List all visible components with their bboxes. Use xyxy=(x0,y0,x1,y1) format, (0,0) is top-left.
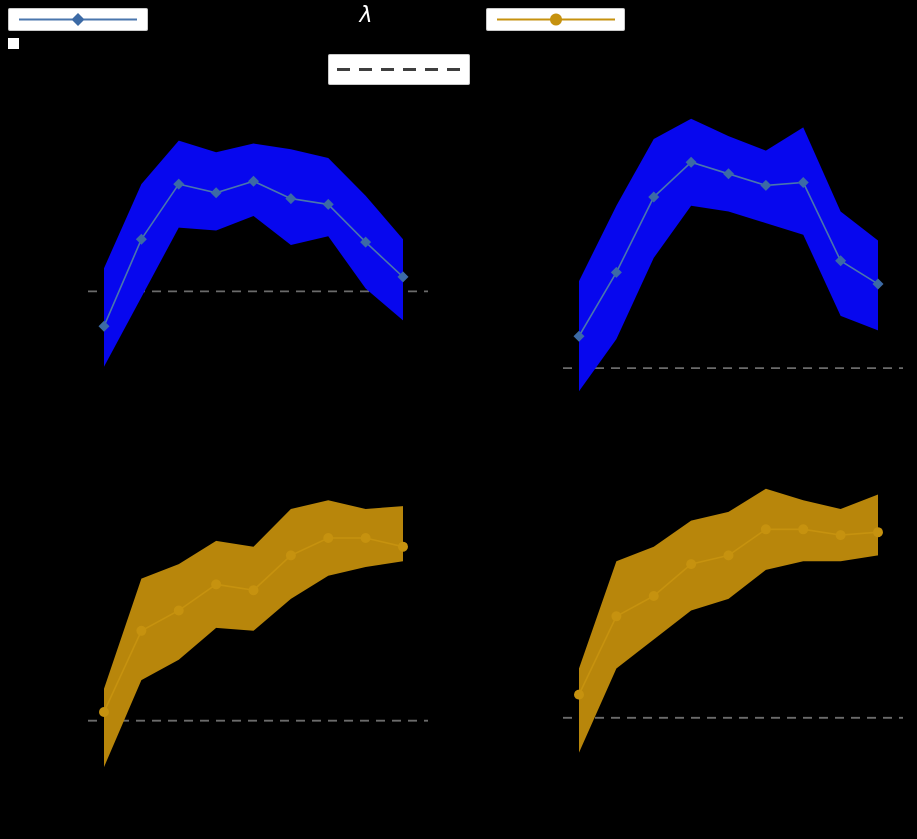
confidence-band xyxy=(579,118,878,392)
data-point-marker xyxy=(797,177,809,188)
data-point-marker xyxy=(210,187,222,199)
legend-circle-marker xyxy=(549,13,562,26)
data-point-marker xyxy=(322,198,334,210)
legend-entry-blue xyxy=(8,8,148,31)
data-point-marker xyxy=(610,266,622,278)
data-point-marker xyxy=(648,591,659,601)
legend-sample-blue-line-diamond xyxy=(19,13,137,26)
data-point-marker xyxy=(173,605,184,616)
data-point-marker xyxy=(723,550,734,561)
data-point-marker xyxy=(248,175,259,187)
data-point-marker xyxy=(760,179,772,191)
data-point-marker xyxy=(173,178,185,190)
legend-sample-dashed-line xyxy=(337,68,461,71)
data-point-marker xyxy=(285,550,296,561)
subplot-top-right xyxy=(563,118,903,392)
legend-sample-gold-line-circle xyxy=(496,13,615,26)
confidence-band xyxy=(104,140,403,367)
data-point-marker xyxy=(723,168,734,180)
data-point-marker xyxy=(136,625,147,636)
data-point-marker xyxy=(685,156,697,168)
data-point-marker xyxy=(873,527,883,538)
legend-entry-dashed xyxy=(328,54,470,85)
data-point-marker xyxy=(611,611,622,622)
data-point-marker xyxy=(135,233,147,245)
subplot-bottom-left xyxy=(88,500,428,768)
legend-diamond-marker xyxy=(71,13,85,26)
data-point-marker xyxy=(285,193,297,205)
data-point-marker xyxy=(248,585,259,596)
confidence-band xyxy=(104,500,403,768)
data-point-marker xyxy=(397,271,409,283)
data-point-marker xyxy=(686,559,697,570)
confidence-band xyxy=(579,488,878,753)
subplot-bottom-right xyxy=(563,488,903,753)
data-point-marker xyxy=(99,707,109,717)
data-point-marker xyxy=(323,533,334,543)
data-point-marker xyxy=(398,541,408,552)
data-point-marker xyxy=(574,689,584,700)
legend-fragment-square xyxy=(8,38,19,49)
data-point-marker xyxy=(872,278,884,290)
data-point-marker xyxy=(360,533,371,543)
subplot-top-left xyxy=(88,140,428,367)
data-point-marker xyxy=(648,191,660,203)
data-point-marker xyxy=(573,330,585,342)
legend-entry-gold xyxy=(486,8,625,31)
data-point-marker xyxy=(98,320,110,332)
data-point-marker xyxy=(760,524,771,535)
data-point-marker xyxy=(835,530,846,541)
data-point-marker xyxy=(798,524,809,535)
lambda-label: λ xyxy=(359,3,373,28)
data-point-marker xyxy=(360,236,372,248)
data-point-marker xyxy=(211,579,222,590)
